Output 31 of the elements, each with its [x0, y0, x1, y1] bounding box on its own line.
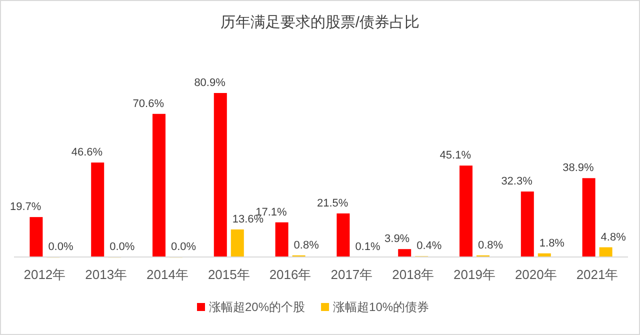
data-label: 70.6% — [132, 98, 164, 110]
data-label: 0.1% — [355, 240, 380, 253]
data-label: 0.0% — [171, 241, 196, 253]
data-label: 32.3% — [501, 176, 533, 188]
x-tick-label: 2019年 — [454, 267, 496, 282]
data-label: 46.6% — [71, 146, 103, 159]
x-tick-label: 2020年 — [514, 267, 557, 282]
data-label: 45.1% — [440, 150, 472, 162]
data-label: 80.9% — [194, 77, 226, 89]
data-label: 0.0% — [48, 241, 74, 253]
x-tick-label: 2021年 — [576, 267, 618, 282]
data-label: 19.7% — [10, 201, 42, 214]
data-label: 21.5% — [316, 197, 348, 210]
data-label: 38.9% — [562, 162, 594, 174]
x-tick-label: 2018年 — [392, 267, 434, 282]
data-label: 0.8% — [478, 239, 504, 252]
x-tick-label: 2013年 — [85, 267, 128, 282]
chart-title: 历年满足要求的股票/债券占比 — [220, 14, 420, 31]
x-tick-label: 2012年 — [24, 267, 66, 282]
data-label: 0.0% — [110, 241, 135, 253]
x-tick-label: 2016年 — [269, 267, 312, 282]
data-label: 0.4% — [416, 240, 442, 252]
legend-label: 涨幅超20%的个股 — [209, 300, 306, 314]
x-tick-label: 2015年 — [208, 267, 250, 282]
data-label: 4.8% — [600, 231, 626, 244]
data-label: 3.9% — [384, 233, 410, 246]
x-tick-label: 2014年 — [146, 267, 188, 282]
legend-label: 涨幅超10%的债券 — [333, 300, 430, 314]
data-label: 0.8% — [294, 239, 320, 252]
x-tick-label: 2017年 — [330, 267, 373, 282]
data-label: 1.8% — [539, 237, 565, 250]
